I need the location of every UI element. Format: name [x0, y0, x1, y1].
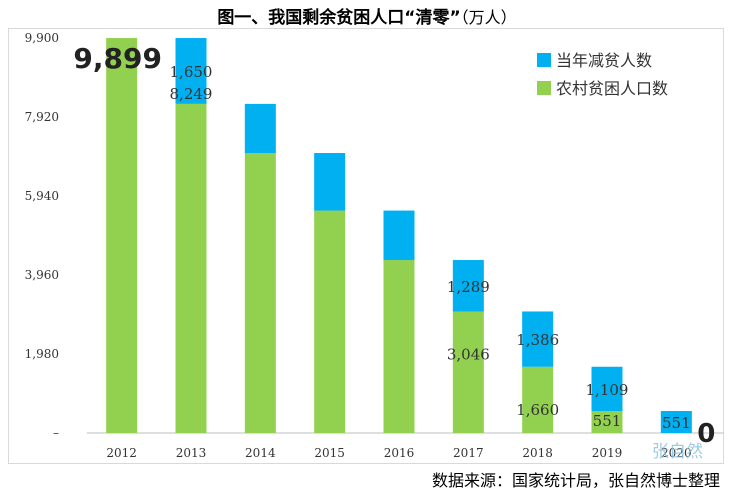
y-tick-label: 9,900 — [25, 31, 59, 45]
x-tick-label: 2012 — [106, 446, 137, 460]
y-tick-label: 5,940 — [25, 189, 59, 203]
data-label: 8,249 — [170, 85, 213, 103]
bar-rural-2017 — [452, 311, 484, 433]
x-tick-label: 2018 — [522, 446, 553, 460]
bar-rural-2012 — [106, 38, 138, 434]
data-source-note: 数据来源：国家统计局，张自然博士整理 — [431, 471, 720, 490]
bars — [106, 38, 692, 434]
legend-swatch — [537, 53, 551, 67]
x-tick-label: 2017 — [453, 446, 484, 460]
bar-rural-2013 — [175, 103, 207, 433]
chart-title-main: 图一、我国剩余贫困人口“清零” — [217, 8, 461, 28]
legend-label: 农村贫困人口数 — [556, 79, 668, 98]
watermark: 张自然 — [652, 442, 703, 462]
data-label: 1,109 — [586, 381, 629, 399]
bar-reduction-2015 — [314, 153, 346, 211]
bar-reduction-2020 — [660, 411, 692, 433]
data-label: 1,289 — [447, 278, 490, 296]
data-label: 3,046 — [447, 345, 490, 363]
bar-reduction-2018 — [522, 311, 554, 367]
bar-rural-2014 — [244, 153, 276, 433]
y-tick-label: 1,980 — [25, 347, 59, 361]
data-label: 0 — [697, 419, 715, 449]
y-tick-label: 3,960 — [25, 268, 59, 282]
data-label: 551 — [662, 414, 691, 432]
x-tick-label: 2013 — [176, 446, 207, 460]
x-tick-label: 2020 — [661, 446, 692, 460]
x-tick-label: 2016 — [384, 446, 415, 460]
y-tick-label: 7,920 — [25, 110, 59, 124]
data-label: 1,650 — [170, 63, 213, 81]
data-label: 1,660 — [516, 401, 559, 419]
x-tick-label: 2015 — [314, 446, 345, 460]
chart-title: 图一、我国剩余贫困人口“清零”（万人） — [0, 3, 734, 28]
chart-title-unit: （万人） — [460, 8, 517, 27]
data-labels: 9,899 1,650 8,249 1,289 3,046 1,386 1,660 1,109… — [73, 42, 715, 449]
bar-reduction-2019 — [591, 366, 623, 412]
legend-swatch — [537, 81, 551, 95]
bar-rural-2018 — [522, 366, 554, 433]
y-axis-ticks: – 1,980 3,960 5,940 7,920 9,900 — [25, 31, 59, 440]
chart-frame — [8, 28, 724, 464]
bar-reduction-2013 — [175, 38, 207, 104]
bar-rural-2015 — [314, 210, 346, 433]
bar-reduction-2017 — [452, 260, 484, 312]
x-tick-label: 2014 — [245, 446, 276, 460]
bar-reduction-2016 — [383, 210, 415, 261]
bar-reduction-2014 — [244, 103, 276, 154]
x-axis-ticks: 2012 2013 2014 2015 2016 2017 2018 2019 2020 — [106, 446, 691, 460]
bar-rural-2019 — [591, 411, 623, 433]
data-label: 551 — [593, 412, 622, 430]
y-tick-label: – — [53, 426, 59, 440]
legend-label: 当年减贫人数 — [556, 51, 652, 70]
x-tick-label: 2019 — [592, 446, 623, 460]
data-label: 1,386 — [516, 331, 559, 349]
data-label: 9,899 — [73, 42, 162, 75]
bar-rural-2016 — [383, 260, 415, 433]
